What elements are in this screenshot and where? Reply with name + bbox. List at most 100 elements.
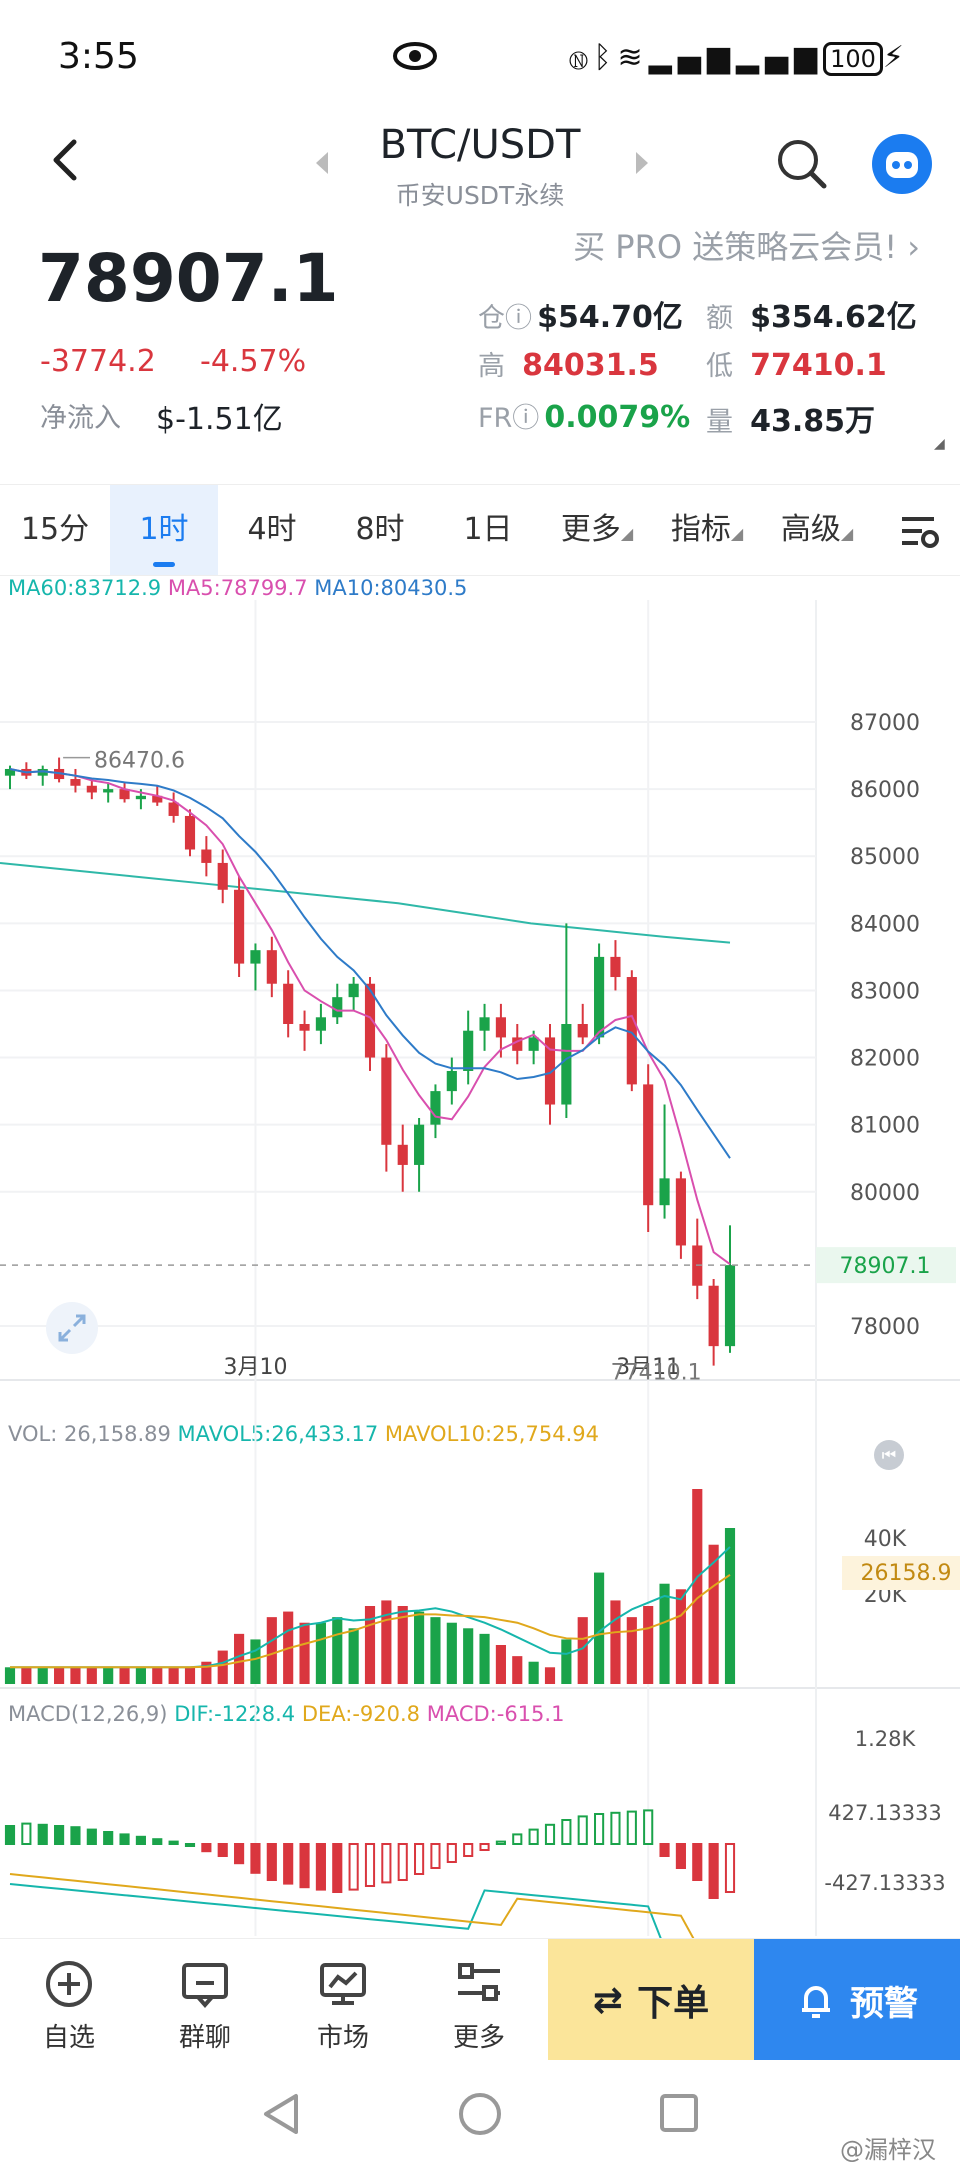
volume-bar bbox=[86, 1667, 97, 1684]
nav-group-chat[interactable]: 群聊 bbox=[140, 1939, 270, 2061]
volume-bar bbox=[659, 1583, 670, 1684]
price-tick-label: 80000 bbox=[850, 1181, 920, 1206]
candle-body bbox=[577, 1024, 588, 1038]
volume-bar bbox=[724, 1528, 736, 1684]
macd-bar bbox=[528, 1828, 539, 1845]
volume-bar bbox=[299, 1622, 310, 1684]
price-tick-label: 86000 bbox=[850, 778, 920, 803]
volume-bar bbox=[561, 1639, 572, 1684]
timeframe-tabs: 15分 1时 4时 8时 1日 更多◢ 指标◢ 高级◢ bbox=[0, 484, 960, 576]
order-button[interactable]: ⇄ 下单 bbox=[548, 1939, 754, 2061]
candle bbox=[299, 1010, 310, 1051]
status-icons: Ⓝᛒ≋▂▄▆▂▄▆ 100 ⚡ bbox=[570, 40, 910, 76]
tab-4h[interactable]: 4时 bbox=[247, 512, 297, 547]
macd-bar bbox=[724, 1843, 736, 1893]
robot-assistant-icon[interactable] bbox=[872, 134, 932, 194]
info-icon-2[interactable]: ⓘ bbox=[512, 403, 540, 434]
back-icon[interactable] bbox=[40, 132, 90, 188]
price-tick-label: 85000 bbox=[850, 845, 920, 870]
candle bbox=[544, 1024, 556, 1125]
promo-banner[interactable]: 买 PRO 送策略云会员! › bbox=[573, 222, 920, 268]
status-time: 3:55 bbox=[58, 36, 139, 77]
macd-bar bbox=[266, 1843, 277, 1881]
candle bbox=[675, 1171, 686, 1259]
system-home-icon[interactable] bbox=[459, 2093, 501, 2135]
nav-more[interactable]: 更多 bbox=[414, 1939, 544, 2061]
next-pair-icon[interactable] bbox=[632, 150, 652, 180]
system-back-icon[interactable] bbox=[264, 2094, 298, 2134]
tab-more[interactable]: 更多◢ bbox=[542, 485, 652, 575]
kline-chart[interactable]: 87000 86000 85000 84000 83000 82000 81000 80000… bbox=[0, 600, 960, 1938]
volume-current-label: 26158.9 bbox=[861, 1561, 952, 1586]
volume-bar bbox=[364, 1606, 376, 1684]
tab-8h[interactable]: 8时 bbox=[355, 512, 405, 547]
prev-pair-icon[interactable] bbox=[312, 150, 332, 180]
nav-watchlist[interactable]: 自选 bbox=[4, 1939, 134, 2061]
dif-line bbox=[9, 1883, 662, 1938]
nfc-icon: Ⓝ bbox=[569, 40, 594, 75]
macd-bar bbox=[463, 1843, 474, 1857]
pair-title[interactable]: BTC/USDT bbox=[379, 122, 581, 168]
macd-bar bbox=[512, 1833, 523, 1846]
dea-line bbox=[9, 1873, 695, 1938]
tab-1d[interactable]: 1日 bbox=[463, 512, 513, 547]
macd-bar bbox=[152, 1838, 163, 1845]
open-interest: 仓ⓘ $54.70亿 bbox=[478, 292, 683, 336]
macd-bar bbox=[594, 1813, 605, 1845]
tab-1h[interactable]: 1时 bbox=[110, 485, 218, 575]
ma10-legend: MA10:80430.5 bbox=[314, 576, 468, 600]
volume-bar bbox=[381, 1600, 392, 1684]
alert-button[interactable]: 预警 bbox=[754, 1939, 960, 2061]
candle-body bbox=[414, 1124, 425, 1165]
open-interest-label: 仓 bbox=[478, 303, 505, 334]
vol-value: VOL: 26,158.89 bbox=[8, 1422, 171, 1446]
candle-body bbox=[659, 1178, 670, 1206]
candle-body bbox=[266, 950, 277, 984]
order-label: 下单 bbox=[637, 1983, 710, 2024]
chart-settings-icon[interactable] bbox=[880, 485, 960, 575]
nav-more-label: 更多 bbox=[452, 2023, 505, 2053]
tab-15m[interactable]: 15分 bbox=[20, 512, 90, 547]
candle-body bbox=[168, 802, 179, 816]
tab-advanced[interactable]: 高级◢ bbox=[762, 485, 872, 575]
candle-body bbox=[348, 983, 359, 998]
system-recents-icon[interactable] bbox=[660, 2094, 698, 2132]
macd-bar bbox=[315, 1843, 326, 1891]
macd-bar bbox=[626, 1810, 637, 1845]
date-tick-label: 3月11 bbox=[616, 1355, 680, 1380]
macd-bar bbox=[381, 1843, 392, 1884]
funding-rate: FRⓘ 0.0079% bbox=[478, 396, 690, 435]
candle bbox=[266, 936, 277, 998]
nav-market[interactable]: 市场 bbox=[278, 1939, 408, 2061]
candle bbox=[168, 792, 179, 823]
candle bbox=[479, 1003, 490, 1051]
volume-bar bbox=[250, 1639, 261, 1684]
volume-bar bbox=[54, 1667, 65, 1684]
macd-legend: MACD(12,26,9) DIF:-1228.4 DEA:-920.8 MAC… bbox=[8, 1702, 564, 1726]
funding-label: FR bbox=[478, 403, 513, 434]
expand-chart-icon[interactable] bbox=[46, 1302, 98, 1354]
low-label: 低 bbox=[706, 351, 733, 382]
high-value: 84031.5 bbox=[522, 348, 659, 383]
search-icon[interactable] bbox=[774, 136, 830, 196]
volume-bar bbox=[348, 1628, 359, 1684]
candle bbox=[626, 970, 637, 1092]
candle bbox=[610, 940, 621, 991]
macd-bar bbox=[250, 1843, 261, 1874]
candle bbox=[364, 977, 376, 1071]
volume-bar bbox=[708, 1544, 719, 1684]
eye-icon bbox=[392, 38, 438, 78]
candle bbox=[283, 970, 294, 1038]
netflow-label: 净流入 bbox=[40, 403, 121, 434]
tab-indicators[interactable]: 指标◢ bbox=[652, 485, 762, 575]
collapse-indicator-icon[interactable]: ⏮ bbox=[874, 1440, 904, 1470]
info-icon[interactable]: ⓘ bbox=[505, 303, 532, 334]
macd-bar bbox=[610, 1811, 621, 1846]
candle bbox=[103, 782, 114, 803]
signal-icon: ▂▄▆ bbox=[648, 40, 736, 75]
tab-more-label: 更多 bbox=[560, 512, 621, 547]
dropdown-icon-2: ◢ bbox=[730, 524, 744, 543]
ma-legend: MA60:83712.9 MA5:78799.7 MA10:80430.5 bbox=[8, 576, 467, 600]
candle-body bbox=[610, 956, 621, 978]
volume-bar bbox=[119, 1667, 130, 1684]
